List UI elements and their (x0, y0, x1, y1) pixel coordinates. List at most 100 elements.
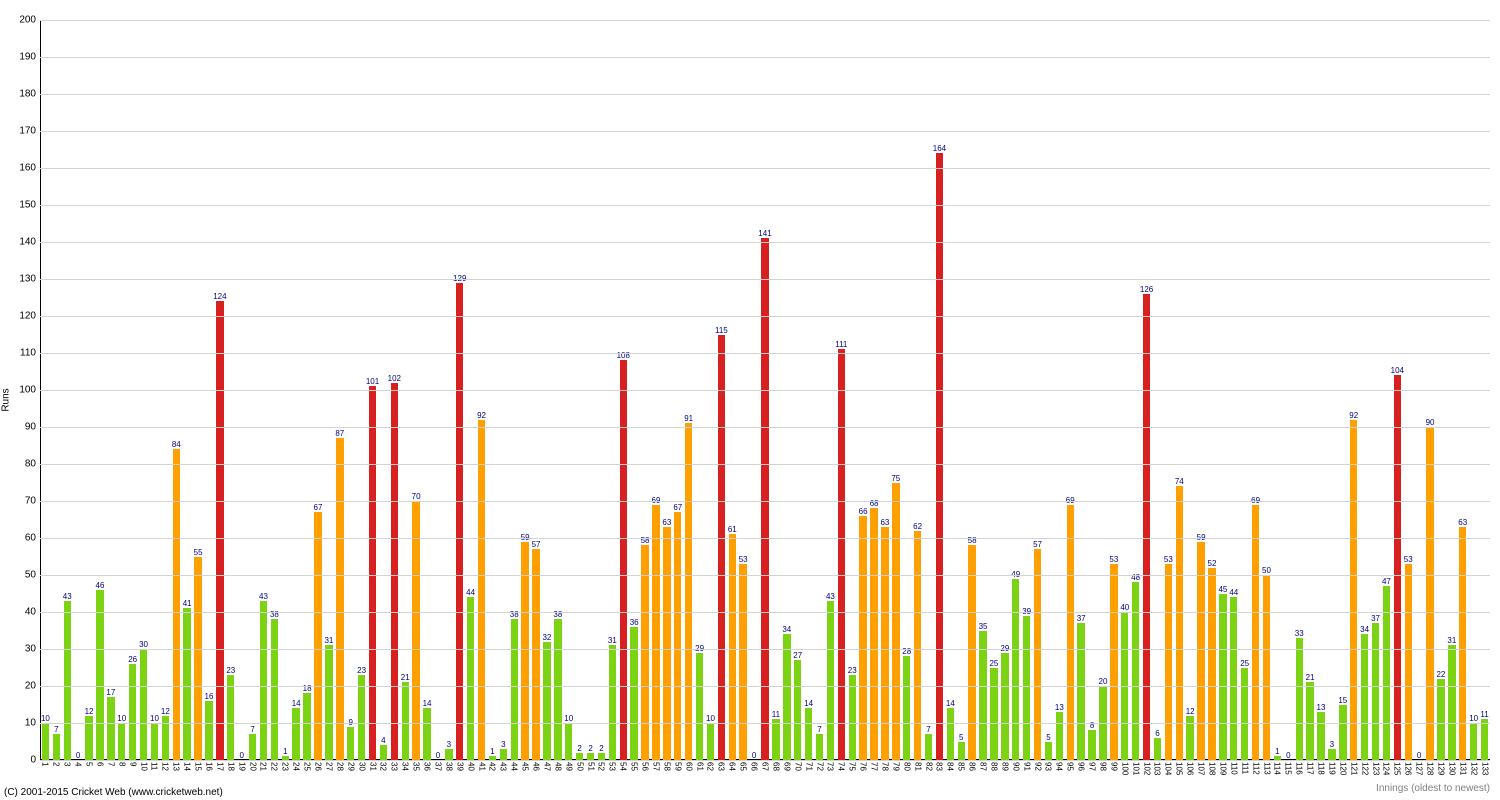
x-tick-label: 75 (848, 762, 857, 771)
bar: 43 (64, 601, 71, 760)
x-tick-label: 124 (1382, 762, 1391, 775)
bar-value-label: 44 (466, 588, 475, 597)
gridline (40, 612, 1490, 613)
bar: 10 (565, 723, 572, 760)
bar-value-label: 63 (662, 518, 671, 527)
bar: 58 (641, 545, 648, 760)
x-tick-label: 4 (74, 762, 83, 766)
x-tick-label: 23 (281, 762, 290, 771)
x-tick-label: 125 (1393, 762, 1402, 775)
x-tick-label: 68 (771, 762, 780, 771)
x-tick-label: 123 (1371, 762, 1380, 775)
bar-value-label: 31 (324, 636, 333, 645)
x-tick-label: 118 (1317, 762, 1326, 775)
x-tick-label: 27 (324, 762, 333, 771)
x-tick-label: 96 (1077, 762, 1086, 771)
bar: 22 (1437, 679, 1444, 760)
x-tick-label: 114 (1273, 762, 1282, 775)
x-tick-label: 44 (510, 762, 519, 771)
x-tick-label: 54 (619, 762, 628, 771)
x-tick-label: 94 (1055, 762, 1064, 771)
x-tick-label: 6 (95, 762, 104, 766)
bar-value-label: 70 (412, 492, 421, 501)
x-tick-label: 9 (128, 762, 137, 766)
bar: 33 (1296, 638, 1303, 760)
y-tick-label: 120 (19, 311, 40, 322)
x-tick-label: 83 (935, 762, 944, 771)
gridline (40, 760, 1490, 761)
bar-value-label: 32 (542, 633, 551, 642)
bar: 104 (1394, 375, 1401, 760)
y-tick-label: 80 (25, 459, 40, 470)
bar-value-label: 61 (728, 525, 737, 534)
bar: 2 (576, 753, 583, 760)
bar-value-label: 84 (172, 440, 181, 449)
x-tick-label: 21 (259, 762, 268, 771)
bar-value-label: 21 (1306, 673, 1315, 682)
x-tick-label: 73 (826, 762, 835, 771)
bar: 7 (53, 734, 60, 760)
bar: 21 (402, 682, 409, 760)
bar: 63 (1459, 527, 1466, 760)
x-tick-label: 11 (150, 762, 159, 770)
bar-value-label: 14 (946, 699, 955, 708)
bar-value-label: 31 (1447, 636, 1456, 645)
bar: 26 (129, 664, 136, 760)
bar-value-label: 6 (1155, 729, 1159, 738)
gridline (40, 20, 1490, 21)
y-tick-label: 110 (20, 348, 40, 359)
x-tick-label: 35 (412, 762, 421, 771)
x-tick-label: 78 (880, 762, 889, 771)
bar: 10 (151, 723, 158, 760)
x-tick-label: 60 (684, 762, 693, 771)
bar-value-label: 124 (213, 292, 226, 301)
bar-value-label: 67 (673, 503, 682, 512)
gridline (40, 168, 1490, 169)
x-tick-label: 119 (1327, 762, 1336, 775)
bar-value-label: 14 (292, 699, 301, 708)
bar-value-label: 0 (752, 751, 756, 760)
x-tick-label: 65 (739, 762, 748, 771)
bar-value-label: 52 (1208, 559, 1217, 568)
bar: 53 (1405, 564, 1412, 760)
gridline (40, 686, 1490, 687)
bar: 10 (1470, 723, 1477, 760)
x-tick-label: 109 (1218, 762, 1227, 775)
x-tick-label: 40 (466, 762, 475, 771)
x-tick-label: 85 (957, 762, 966, 771)
bar-value-label: 36 (630, 618, 639, 627)
x-tick-label: 131 (1458, 762, 1467, 775)
bar-value-label: 53 (1164, 555, 1173, 564)
y-tick-label: 190 (19, 52, 40, 63)
x-tick-label: 113 (1262, 762, 1271, 775)
y-tick-label: 100 (19, 385, 40, 396)
x-tick-label: 2 (52, 762, 61, 766)
bar-value-label: 53 (1404, 555, 1413, 564)
bar-value-label: 164 (933, 144, 946, 153)
bar-value-label: 37 (1077, 614, 1086, 623)
gridline (40, 464, 1490, 465)
x-tick-label: 112 (1251, 762, 1260, 775)
bar: 38 (554, 619, 561, 760)
x-tick-label: 64 (728, 762, 737, 771)
bar: 36 (630, 627, 637, 760)
bar-value-label: 10 (150, 714, 159, 723)
x-tick-label: 128 (1426, 762, 1435, 775)
bar-value-label: 14 (423, 699, 432, 708)
x-tick-label: 34 (401, 762, 410, 771)
bar-value-label: 10 (564, 714, 573, 723)
x-tick-label: 70 (793, 762, 802, 771)
x-tick-label: 88 (989, 762, 998, 771)
x-tick-label: 19 (237, 762, 246, 771)
gridline (40, 353, 1490, 354)
bar-value-label: 3 (1330, 740, 1334, 749)
bar-value-label: 53 (1109, 555, 1118, 564)
x-tick-label: 63 (717, 762, 726, 771)
bar-value-label: 63 (880, 518, 889, 527)
bar-value-label: 101 (366, 377, 379, 386)
bar: 52 (1208, 568, 1215, 760)
bar: 69 (1067, 505, 1074, 760)
bar: 44 (1230, 597, 1237, 760)
bar-value-label: 66 (859, 507, 868, 516)
bar-value-label: 104 (1391, 366, 1404, 375)
